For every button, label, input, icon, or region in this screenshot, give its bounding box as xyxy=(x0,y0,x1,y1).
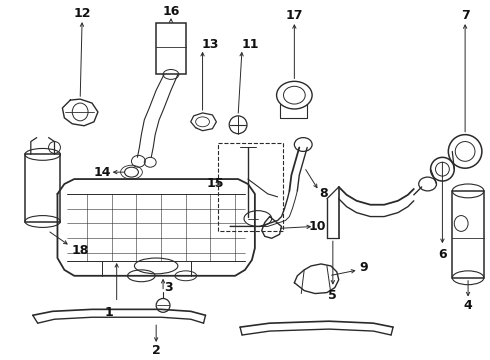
Bar xyxy=(219,143,283,231)
Text: 8: 8 xyxy=(319,187,328,201)
Text: 4: 4 xyxy=(464,299,472,312)
Text: 12: 12 xyxy=(74,7,91,20)
Bar xyxy=(25,154,60,221)
Text: 5: 5 xyxy=(328,289,337,302)
Text: 9: 9 xyxy=(359,261,368,274)
Text: 13: 13 xyxy=(202,38,219,51)
Text: 10: 10 xyxy=(308,220,326,233)
Text: 7: 7 xyxy=(461,9,469,22)
Text: 1: 1 xyxy=(104,306,113,319)
Text: 6: 6 xyxy=(438,248,447,261)
Text: 15: 15 xyxy=(207,177,224,190)
Text: 14: 14 xyxy=(93,166,111,179)
Bar xyxy=(156,23,186,75)
Text: 18: 18 xyxy=(72,244,89,257)
Text: 17: 17 xyxy=(286,9,303,22)
Text: 11: 11 xyxy=(241,38,259,51)
Text: 3: 3 xyxy=(165,281,173,294)
Text: 2: 2 xyxy=(152,344,161,357)
Bar xyxy=(452,191,484,278)
Text: 16: 16 xyxy=(162,5,180,18)
